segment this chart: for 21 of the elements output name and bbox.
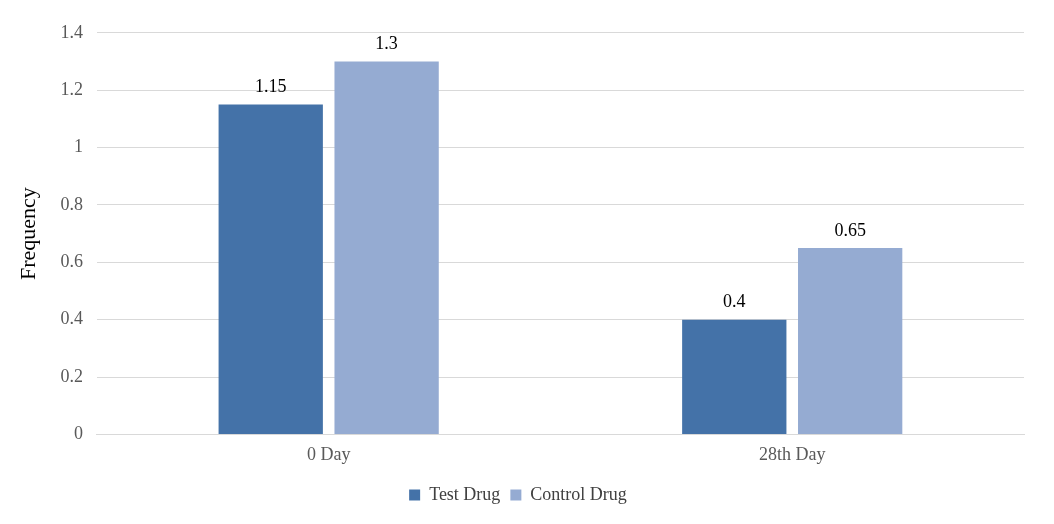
y-tick-label: 1.4 xyxy=(60,21,83,42)
y-tick-label: 0.4 xyxy=(60,308,83,329)
bar xyxy=(798,247,903,434)
legend-label: Control Drug xyxy=(530,483,627,504)
data-label: 1.15 xyxy=(254,76,287,97)
y-tick-label: 1 xyxy=(73,136,83,157)
x-tick-label: 0 Day xyxy=(306,443,351,464)
y-tick-label: 0.6 xyxy=(60,251,83,272)
bar xyxy=(334,61,439,434)
y-tick-label: 0 xyxy=(73,423,83,444)
legend-label: Test Drug xyxy=(429,483,501,504)
data-label: 0.4 xyxy=(723,291,746,312)
x-tick-label: 28th Day xyxy=(758,443,826,464)
bar xyxy=(682,319,787,434)
y-axis-title: Frequency xyxy=(14,187,40,281)
bar xyxy=(218,104,323,434)
y-tick-label: 1.2 xyxy=(60,78,83,99)
y-tick-label: 0.2 xyxy=(60,365,83,386)
data-label: 1.3 xyxy=(375,33,398,54)
y-tick-label: 0.8 xyxy=(60,193,83,214)
data-label: 0.65 xyxy=(834,219,866,240)
